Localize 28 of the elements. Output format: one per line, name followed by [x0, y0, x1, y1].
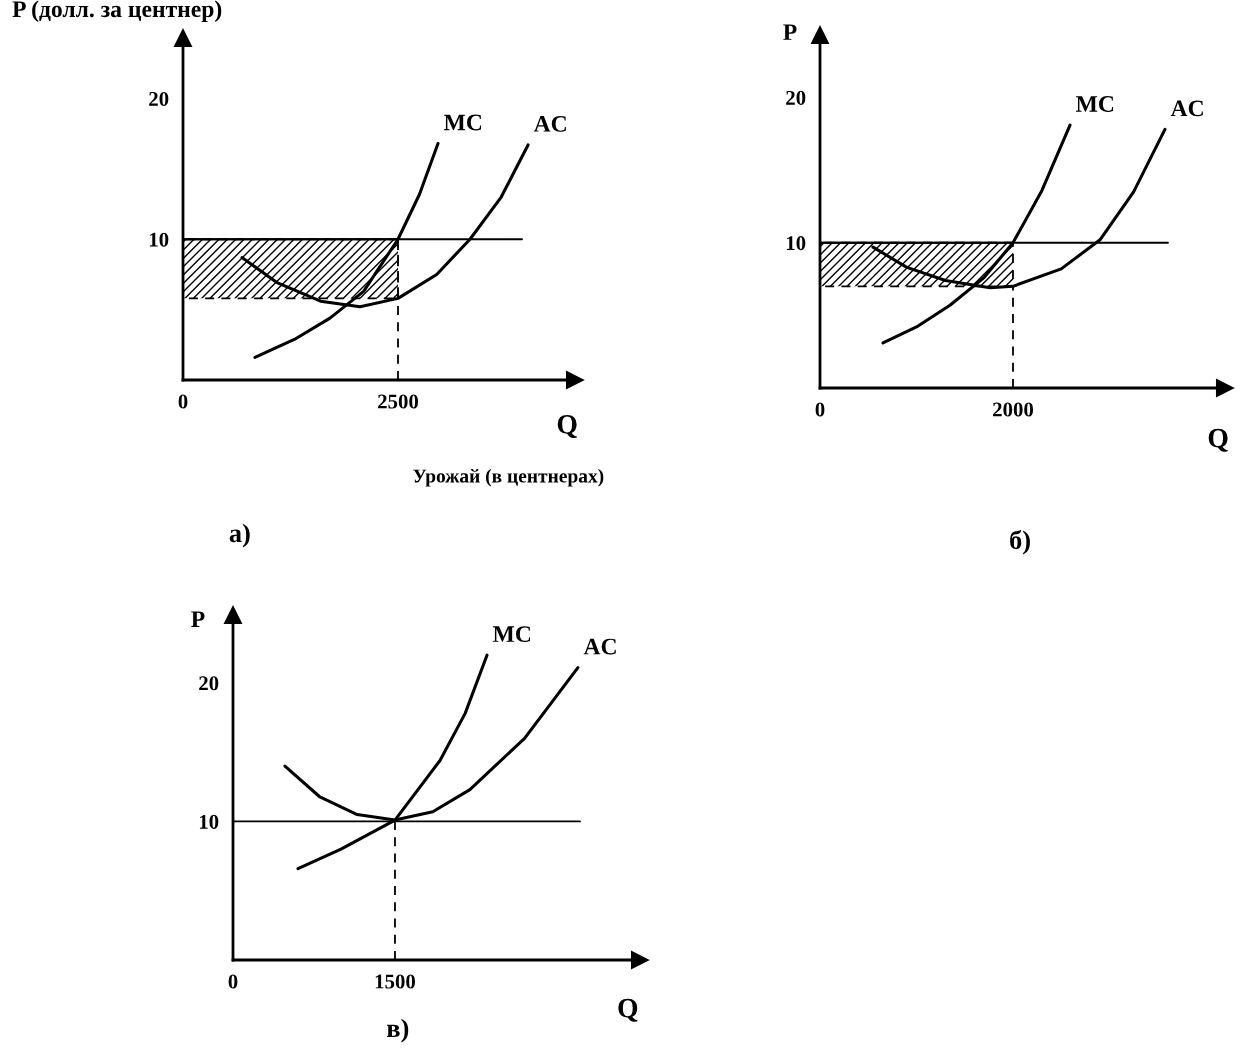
x-tick-label: 0 [228, 974, 238, 989]
series-label: MC [492, 626, 531, 643]
text: а) [229, 523, 250, 548]
text: Урожай (в центнерах) [413, 468, 604, 487]
y-tick-label: 10 [199, 814, 219, 829]
series-label: AC [533, 115, 566, 132]
x-tick-label: 1500 [375, 974, 416, 989]
y-tick-label: 20 [786, 90, 806, 105]
x-tick-label: 0 [815, 402, 825, 417]
series-label: AC [583, 638, 616, 655]
y-tick-label: 20 [199, 676, 219, 691]
x-tick-label: 2000 [993, 402, 1034, 417]
text: б) [1010, 529, 1030, 555]
x-axis-title: Q [1208, 428, 1228, 452]
y-tick-label: 10 [149, 232, 169, 247]
x-tick-label: 2500 [378, 394, 419, 409]
y-axis-title: P (долл. за центнер) [12, 0, 222, 22]
x-tick-label: 0 [178, 394, 188, 409]
x-axis-title: Q [557, 415, 577, 438]
y-axis-title: P [191, 611, 205, 627]
series-label: AC [1170, 100, 1203, 117]
y-tick-label: 20 [149, 91, 169, 106]
text: в) [387, 1018, 409, 1043]
series-label: MC [1075, 96, 1114, 112]
y-tick-label: 10 [786, 236, 806, 251]
series-label: MC [443, 114, 482, 131]
x-axis-title: Q [618, 998, 638, 1022]
y-axis-title: P [783, 24, 797, 40]
